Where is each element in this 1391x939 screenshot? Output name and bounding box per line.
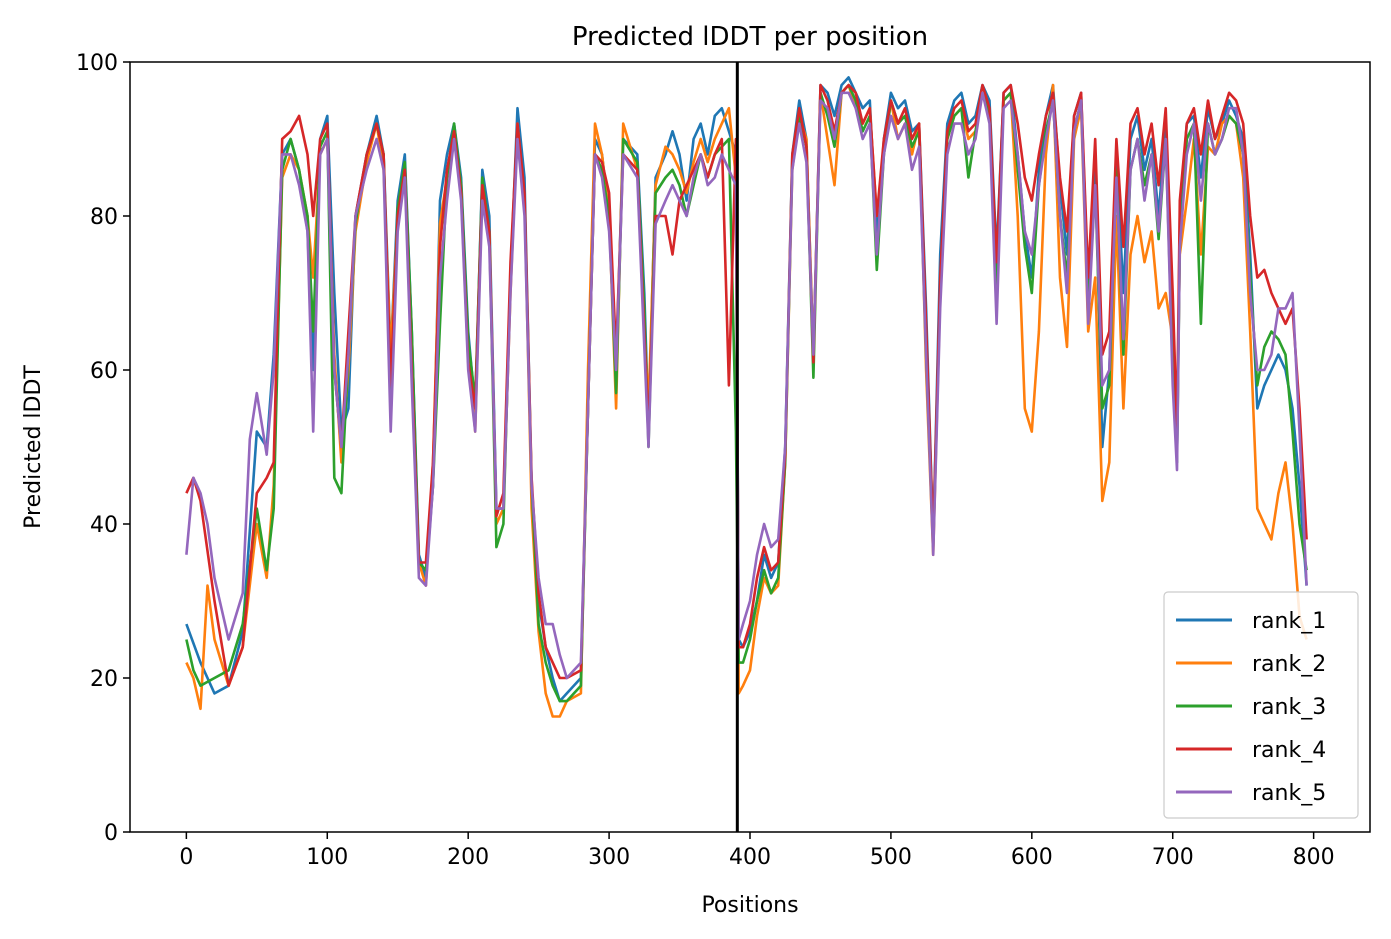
series-line-rank-5 bbox=[185, 91, 1308, 680]
legend-label-rank-5: rank_5 bbox=[1252, 781, 1326, 806]
x-tick-label: 400 bbox=[729, 845, 771, 870]
x-axis-title: Positions bbox=[701, 893, 798, 918]
legend-label-rank-2: rank_2 bbox=[1252, 652, 1326, 677]
series-line-rank-2 bbox=[185, 83, 1308, 718]
x-tick-label: 0 bbox=[179, 845, 193, 870]
x-tick-label: 600 bbox=[1011, 845, 1053, 870]
series-layer bbox=[185, 76, 1308, 718]
legend: rank_1 rank_2 rank_3 rank_4 rank_5 bbox=[1163, 591, 1359, 819]
x-tick-label: 300 bbox=[588, 845, 630, 870]
x-tick-label: 100 bbox=[306, 845, 348, 870]
legend-label-rank-1: rank_1 bbox=[1252, 609, 1326, 634]
chart-title: Predicted lDDT per position bbox=[572, 22, 928, 52]
x-tick-label: 500 bbox=[870, 845, 912, 870]
series-line-rank-1 bbox=[185, 76, 1308, 703]
x-tick-label: 700 bbox=[1152, 845, 1194, 870]
legend-label-rank-3: rank_3 bbox=[1252, 695, 1326, 720]
y-axis-title: Predicted lDDT bbox=[21, 365, 46, 529]
x-tick-label: 200 bbox=[447, 845, 489, 870]
series-line-rank-4 bbox=[185, 83, 1308, 687]
y-tick-label: 20 bbox=[90, 667, 118, 692]
y-tick-label: 0 bbox=[104, 821, 118, 846]
y-axis-ticks: 0 20 40 60 80 100 bbox=[76, 51, 130, 846]
legend-box bbox=[1163, 591, 1359, 819]
y-tick-label: 80 bbox=[90, 205, 118, 230]
y-tick-label: 60 bbox=[90, 359, 118, 384]
x-tick-label: 800 bbox=[1293, 845, 1335, 870]
x-axis-ticks: 0 100 200 300 400 500 600 700 800 bbox=[179, 832, 1335, 870]
y-tick-label: 100 bbox=[76, 51, 118, 76]
y-tick-label: 40 bbox=[90, 513, 118, 538]
legend-label-rank-4: rank_4 bbox=[1252, 738, 1326, 763]
